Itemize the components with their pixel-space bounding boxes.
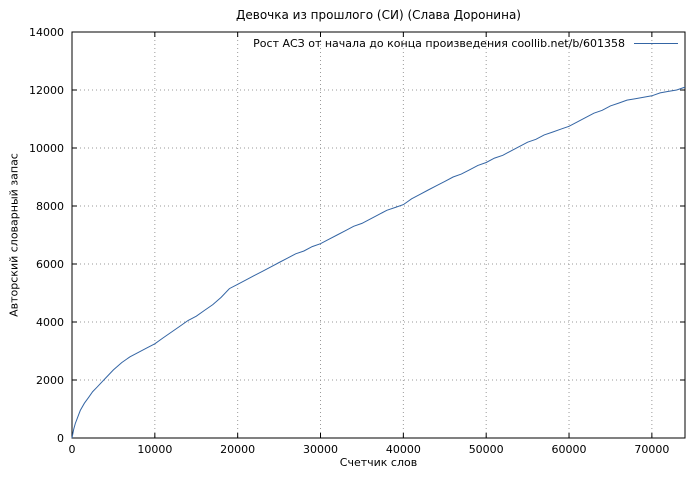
legend-label: Рост АСЗ от начала до конца произведения… — [253, 37, 625, 50]
y-tick-label: 14000 — [29, 26, 64, 39]
x-tick-label: 50000 — [469, 443, 504, 456]
x-axis-label: Счетчик слов — [339, 456, 418, 469]
x-tick-label: 70000 — [634, 443, 669, 456]
x-tick-label: 20000 — [220, 443, 255, 456]
y-tick-label: 10000 — [29, 142, 64, 155]
y-axis-label: Авторский словарный запас — [7, 153, 21, 317]
x-tick-label: 60000 — [552, 443, 587, 456]
y-tick-label: 8000 — [36, 200, 64, 213]
chart-title: Девочка из прошлого (СИ) (Слава Доронина… — [236, 8, 521, 22]
plot-border — [71, 31, 686, 439]
y-tick-label: 2000 — [36, 374, 64, 387]
x-tick-label: 10000 — [137, 443, 172, 456]
y-tick-label: 12000 — [29, 84, 64, 97]
legend: Рост АСЗ от начала до конца произведения… — [253, 37, 678, 50]
y-tick-label: 4000 — [36, 316, 64, 329]
x-tick-label: 30000 — [303, 443, 338, 456]
y-tick-label: 6000 — [36, 258, 64, 271]
x-tick-label: 0 — [69, 443, 76, 456]
x-tick-label: 40000 — [386, 443, 421, 456]
data-line — [71, 86, 686, 439]
y-tick-label: 0 — [57, 432, 64, 445]
legend-line-sample — [634, 43, 678, 44]
